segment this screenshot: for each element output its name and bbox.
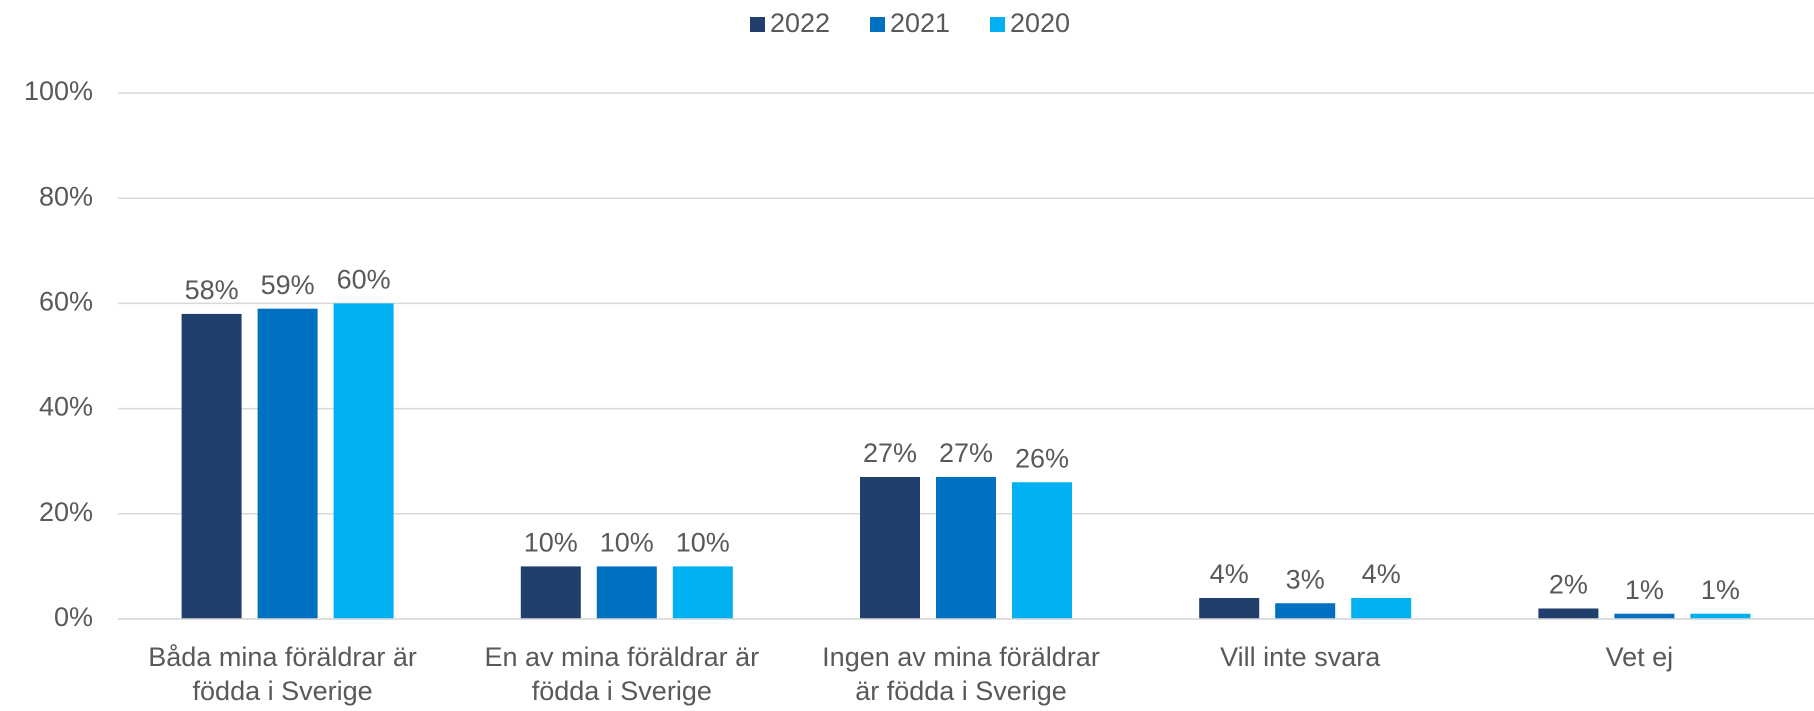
bar [257,308,318,619]
x-tick-label: Ingen av mina föräldrar är födda i Sveri… [822,642,1100,706]
bar [936,476,996,619]
bar [181,313,242,619]
bar [1538,608,1599,619]
y-tick-label: 0% [54,602,93,632]
data-label: 1% [1701,575,1740,605]
data-label: 27% [863,438,917,468]
bar [1012,482,1072,619]
bar [1614,613,1675,619]
bar [860,476,920,619]
legend-label: 2021 [890,8,950,38]
legend-label: 2022 [770,8,830,38]
bar [1690,613,1751,619]
data-label: 26% [1015,443,1069,473]
data-label: 4% [1362,559,1401,589]
y-tick-label: 20% [39,497,93,527]
y-tick-label: 80% [39,181,93,211]
bar [1199,597,1260,619]
x-tick-label: Vill inte svara [1220,642,1381,672]
data-label: 3% [1286,564,1325,594]
x-tick-label: Vet ej [1605,642,1674,672]
data-label: 10% [676,528,730,558]
bar [333,303,394,619]
data-label: 2% [1549,570,1588,600]
bar [596,566,657,619]
y-tick-label: 40% [39,392,93,422]
legend-swatch [990,17,1005,32]
data-label: 27% [939,438,993,468]
data-label: 1% [1625,575,1664,605]
legend-swatch [750,17,765,32]
data-label: 4% [1210,559,1249,589]
data-label: 60% [337,265,391,295]
legend-label: 2020 [1010,8,1070,38]
bar [520,566,581,619]
x-tick-label: Båda mina föräldrar är födda i Sverige [148,642,417,706]
y-tick-label: 100% [24,76,93,106]
bar [672,566,733,619]
data-label: 58% [185,275,239,305]
legend-swatch [870,17,885,32]
bar [1275,603,1336,619]
x-tick-label: En av mina föräldrar är födda i Sverige [484,642,760,706]
bar [1351,597,1412,619]
data-label: 59% [261,270,315,300]
data-label: 10% [600,528,654,558]
data-label: 10% [524,528,578,558]
y-tick-label: 60% [39,287,93,317]
